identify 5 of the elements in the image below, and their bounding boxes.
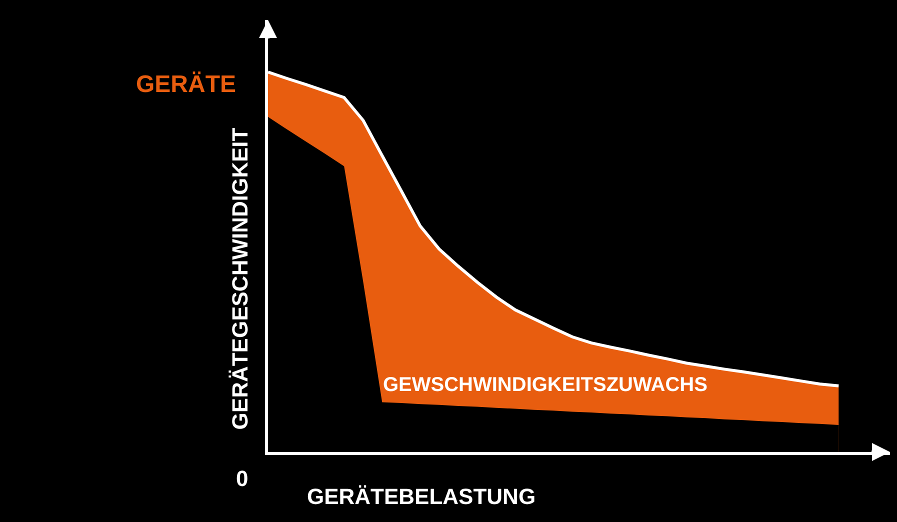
series-label: GERÄTE (136, 71, 236, 98)
text: 0 (236, 466, 248, 491)
x-axis-title: GERÄTEBELASTUNG (307, 484, 536, 509)
y-axis-title: GERÄTEGESCHWINDIGKEIT (227, 127, 252, 430)
annotation: GEWSCHWINDIGKEITSZUWACHS (383, 374, 708, 396)
